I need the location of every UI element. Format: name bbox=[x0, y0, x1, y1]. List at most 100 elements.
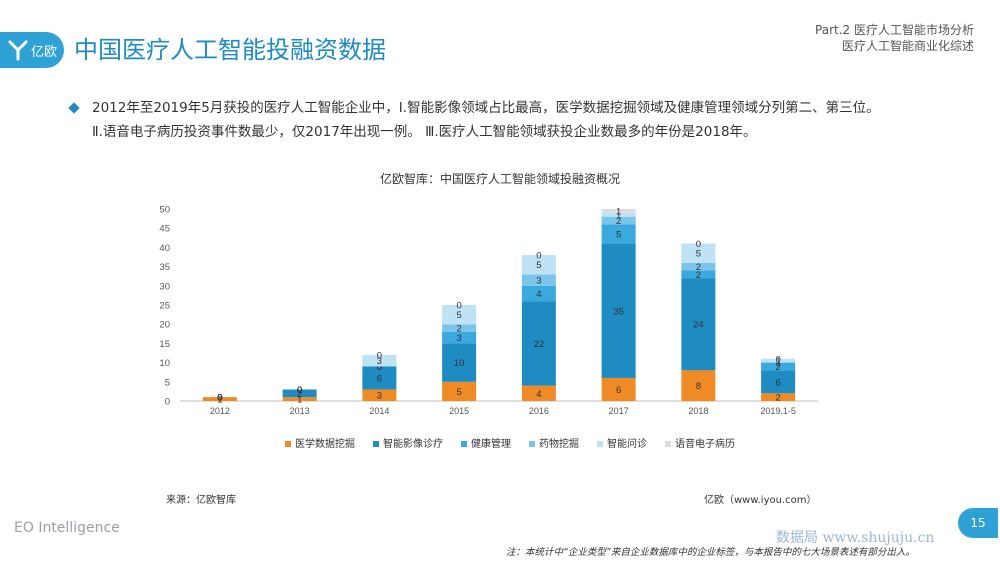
bar-segment bbox=[202, 397, 237, 401]
data-label: 35 bbox=[613, 306, 624, 317]
data-label: 2 bbox=[775, 362, 780, 373]
data-label: 3 bbox=[456, 333, 461, 344]
data-label: 0 bbox=[217, 393, 222, 404]
data-label: 1 bbox=[616, 210, 621, 221]
data-label: 5 bbox=[456, 387, 461, 398]
source-text: 来源：亿欧智库 bbox=[166, 495, 236, 506]
data-label: 22 bbox=[534, 339, 545, 350]
bar-segment bbox=[601, 224, 636, 244]
data-label: 0 bbox=[217, 393, 222, 404]
data-label: 3 bbox=[536, 276, 541, 287]
data-label: 2 bbox=[775, 393, 780, 404]
bar-segment bbox=[601, 243, 636, 378]
data-label: 4 bbox=[536, 389, 541, 400]
page-title: 中国医疗人工智能投融资数据 bbox=[74, 36, 386, 64]
eo-logo: 亿欧 bbox=[0, 32, 64, 68]
data-label: 5 bbox=[536, 260, 541, 271]
legend-swatch bbox=[665, 441, 671, 447]
data-label: 0 bbox=[377, 362, 382, 373]
data-label: 0 bbox=[536, 251, 541, 262]
y-tick-label: 40 bbox=[159, 243, 170, 254]
data-label: 6 bbox=[377, 373, 382, 384]
brand-text: EO Intelligence bbox=[14, 520, 120, 536]
bar-segment bbox=[282, 397, 317, 401]
bar-segment bbox=[681, 370, 716, 401]
y-tick-label: 20 bbox=[159, 320, 170, 331]
bar-segment bbox=[521, 385, 556, 401]
data-label: 5 bbox=[456, 310, 461, 321]
bar-segment bbox=[601, 209, 636, 213]
data-label: 0 bbox=[297, 385, 302, 396]
legend-swatch bbox=[373, 441, 379, 447]
data-label: 0 bbox=[297, 385, 302, 396]
page-number: 15 bbox=[958, 508, 998, 538]
data-label: 6 bbox=[775, 377, 780, 388]
bar-segment bbox=[521, 255, 556, 275]
legend-label: 健康管理 bbox=[471, 437, 511, 450]
bar-segment bbox=[442, 305, 477, 325]
bar-segment bbox=[761, 393, 796, 401]
legend-label: 语音电子病历 bbox=[675, 437, 735, 450]
bar-segment bbox=[681, 243, 716, 263]
data-label: 24 bbox=[693, 320, 704, 331]
chart-title: 亿欧智库：中国医疗人工智能领域投融资概况 bbox=[379, 172, 620, 186]
y-tick-label: 45 bbox=[159, 224, 170, 235]
bar-segment bbox=[761, 358, 796, 363]
data-label: 3 bbox=[377, 391, 382, 402]
data-label: 1 bbox=[775, 356, 780, 367]
legend-label: 医学数据挖掘 bbox=[295, 437, 355, 450]
data-label: 0 bbox=[297, 385, 302, 396]
data-label: 0 bbox=[775, 354, 780, 365]
data-label: 6 bbox=[616, 385, 621, 396]
x-tick-label: 2017 bbox=[609, 406, 629, 416]
legend-label: 智能问诊 bbox=[607, 437, 647, 450]
x-tick-label: 2013 bbox=[290, 406, 310, 416]
data-label: 0 bbox=[377, 362, 382, 373]
data-label: 1 bbox=[297, 395, 302, 406]
bar-segment bbox=[681, 262, 716, 271]
y-tick-label: 30 bbox=[159, 281, 170, 292]
y-tick-label: 5 bbox=[165, 377, 170, 388]
data-label: 3 bbox=[377, 356, 382, 367]
watermark: 数据局 www.shujuju.cn bbox=[776, 530, 935, 546]
footnote: 注：本统计中“企业类型”来自企业数据库中的企业标签，与本报告中的七大场景表述有部… bbox=[506, 547, 915, 558]
legend-label: 药物挖掘 bbox=[539, 437, 579, 450]
data-label: 2 bbox=[696, 262, 701, 273]
x-tick-label: 2018 bbox=[688, 406, 708, 416]
summary-bullet: 2012年至2019年5月获投的医疗人工智能企业中，Ⅰ.智能影像领域占比最高，医… bbox=[68, 96, 970, 144]
logo-text: 亿欧 bbox=[30, 44, 57, 60]
bar-segment bbox=[362, 389, 397, 401]
legend-swatch bbox=[285, 441, 291, 447]
y-tick-label: 25 bbox=[159, 301, 170, 312]
bar-segment bbox=[442, 331, 477, 344]
y-tick-label: 10 bbox=[159, 358, 170, 369]
bar-segment bbox=[761, 370, 796, 394]
data-label: 4 bbox=[536, 289, 541, 300]
data-label: 2 bbox=[696, 270, 701, 281]
x-tick-label: 2016 bbox=[529, 406, 549, 416]
y-tick-label: 15 bbox=[159, 339, 170, 350]
y-tick-label: 0 bbox=[165, 397, 170, 408]
data-label: 5 bbox=[696, 249, 701, 260]
bar-segment bbox=[442, 381, 477, 401]
legend-swatch bbox=[597, 441, 603, 447]
x-tick-label: 2019.1-5 bbox=[760, 406, 796, 416]
data-label: 1 bbox=[217, 395, 222, 406]
bar-segment bbox=[601, 216, 636, 225]
bar-segment bbox=[601, 212, 636, 217]
bar-segment bbox=[521, 274, 556, 286]
bar-segment bbox=[681, 278, 716, 371]
data-label: 0 bbox=[217, 393, 222, 404]
y-tick-label: 35 bbox=[159, 262, 170, 273]
legend-swatch bbox=[529, 441, 535, 447]
summary-line-1: 2012年至2019年5月获投的医疗人工智能企业中，Ⅰ.智能影像领域占比最高，医… bbox=[92, 100, 880, 116]
bar-segment bbox=[442, 343, 477, 382]
data-label: 0 bbox=[456, 301, 461, 312]
bar-segment bbox=[521, 285, 556, 302]
data-label: 0 bbox=[217, 393, 222, 404]
x-tick-label: 2014 bbox=[369, 406, 389, 416]
x-tick-label: 2012 bbox=[210, 406, 230, 416]
bar-segment bbox=[601, 377, 636, 401]
bar-segment bbox=[521, 301, 556, 386]
